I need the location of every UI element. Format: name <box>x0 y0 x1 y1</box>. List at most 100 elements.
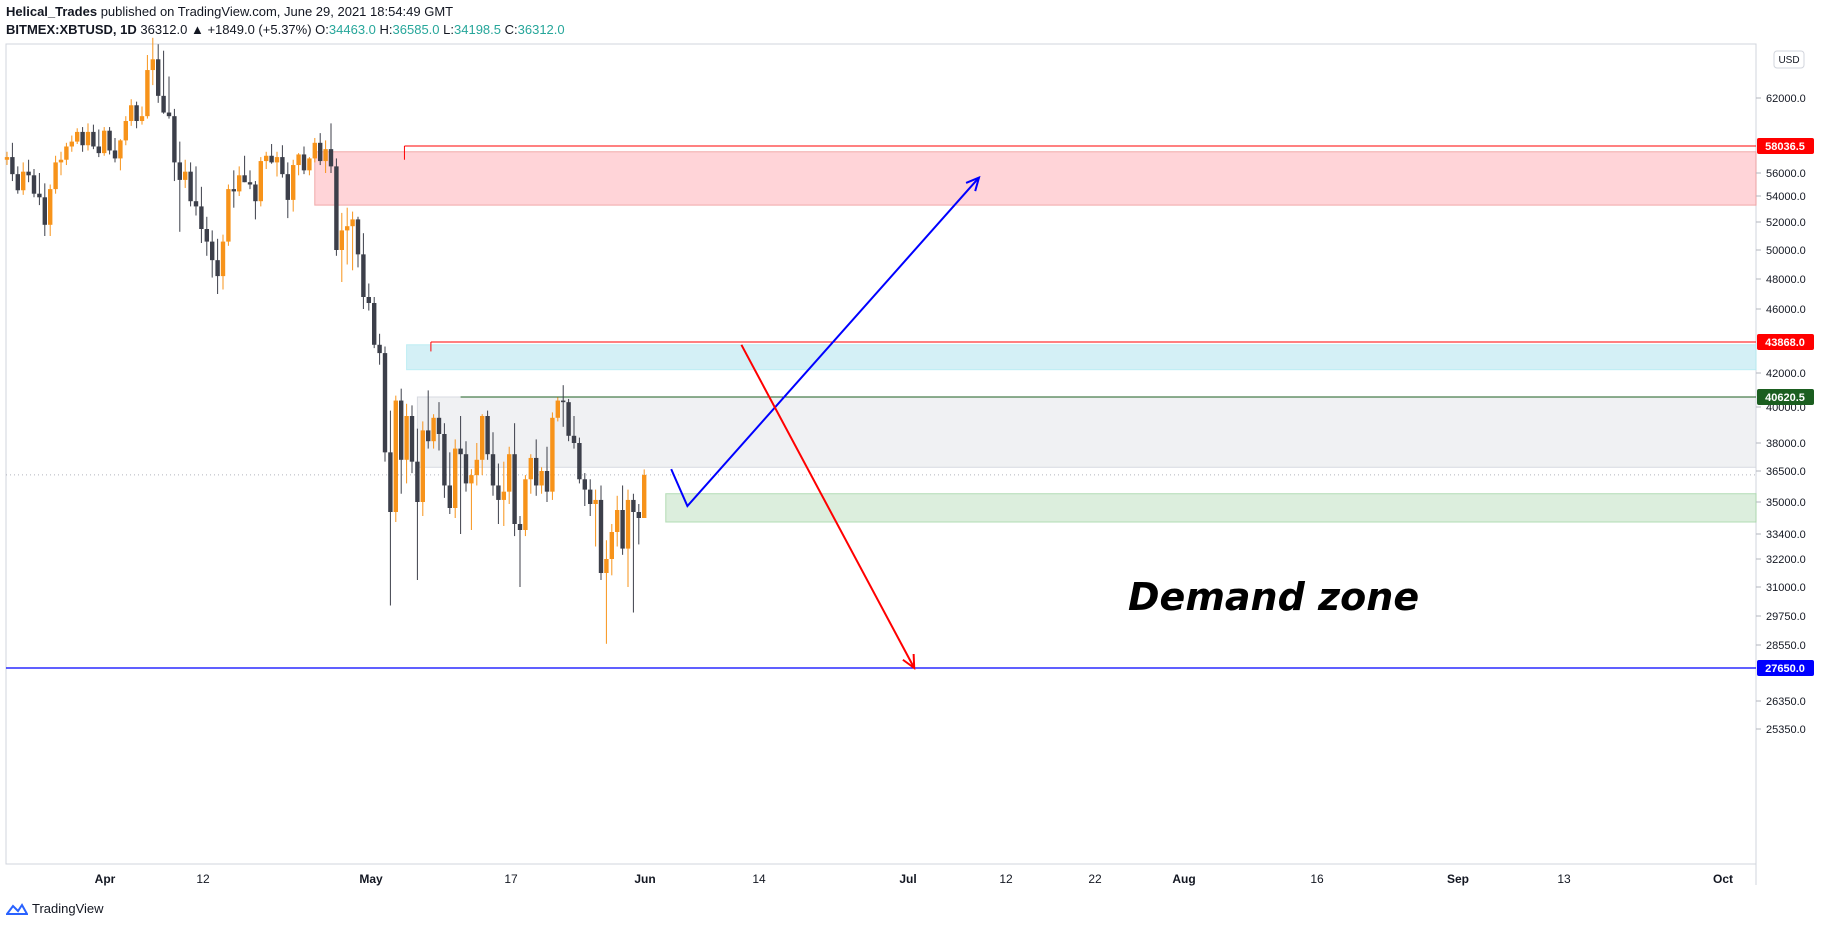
candle-body <box>593 499 598 504</box>
candle-body <box>264 155 269 162</box>
candle-body <box>631 499 636 512</box>
candle-body <box>620 510 625 549</box>
price-badge-bg <box>1757 389 1814 405</box>
publish-date: published on TradingView.com, June 29, 2… <box>100 4 454 19</box>
y-tick-label: 46000.0 <box>1766 304 1806 316</box>
candle-body <box>48 189 53 225</box>
candles-layer <box>4 37 647 644</box>
author-name[interactable]: Helical_Trades <box>6 4 98 19</box>
candle-body <box>237 175 242 192</box>
candle-body <box>215 260 220 277</box>
y-tick-label: 54000.0 <box>1766 191 1806 203</box>
candle-body <box>102 130 107 154</box>
candle-body <box>96 146 101 154</box>
price-axis[interactable]: 62000.0 56000.0 54000.0 52000.0 50000.0 48000… <box>1756 93 1806 736</box>
candle-body <box>442 434 447 486</box>
candle-body <box>534 457 539 486</box>
candle-body <box>26 171 31 176</box>
candle-body <box>588 489 593 504</box>
tradingview-logo-icon <box>6 902 28 915</box>
candle-body <box>258 161 263 202</box>
x-tick-label: Aug <box>1172 872 1195 886</box>
price-change: ▲ +1849.0 (+5.37%) <box>190 22 312 37</box>
symbol-label[interactable]: BITMEX:XBTUSD, 1D <box>6 22 137 37</box>
x-tick-label: Apr <box>95 872 116 886</box>
level-lines-layer <box>6 145 1756 669</box>
candle-body <box>517 524 523 530</box>
y-tick-label: 50000.0 <box>1766 245 1806 257</box>
close-value: 36312.0 <box>517 22 565 37</box>
candle-body <box>285 174 290 200</box>
candle-body <box>231 189 236 192</box>
candle-body <box>366 297 371 303</box>
candle-body <box>204 229 209 242</box>
footer-branding[interactable]: TradingView <box>6 901 104 916</box>
price-badge-label: 58036.5 <box>1765 141 1805 153</box>
x-tick-label: 13 <box>1557 872 1571 886</box>
candle-body <box>642 474 647 518</box>
footer-brand-text: TradingView <box>32 901 104 916</box>
candle-body <box>571 435 577 443</box>
candle-body <box>577 443 582 480</box>
candle-body <box>85 131 91 146</box>
candle-body <box>64 146 69 160</box>
price-badge-label: 43868.0 <box>1765 337 1805 349</box>
currency-badge-text: USD <box>1778 55 1799 66</box>
candle-body <box>490 454 496 486</box>
blue-projection-arrow <box>670 176 980 508</box>
candle-body <box>512 454 517 524</box>
projection-layer <box>670 175 981 671</box>
candle-body <box>480 416 485 460</box>
y-tick-label: 29750.0 <box>1766 611 1806 623</box>
candle-body <box>323 149 328 162</box>
candle-body <box>177 162 182 180</box>
y-tick-label: 33400.0 <box>1766 529 1806 541</box>
candle-body <box>280 157 285 175</box>
candle-body <box>415 461 420 502</box>
candle-body <box>312 142 317 159</box>
price-badges: 58036.5 43868.0 40620.5 27650.0 <box>1757 138 1814 676</box>
candle-body <box>183 171 188 180</box>
candle-body <box>604 559 609 573</box>
candle-body <box>188 171 193 202</box>
candle-body <box>469 475 474 484</box>
candle-body <box>226 189 231 242</box>
candle-body <box>485 416 490 455</box>
x-tick-label: 17 <box>504 872 518 886</box>
candle-body <box>156 59 161 96</box>
candle-body <box>561 400 566 403</box>
candle-body <box>350 219 355 227</box>
candle-body <box>242 175 247 183</box>
candle-body <box>193 201 199 207</box>
y-tick-label: 32200.0 <box>1766 554 1806 566</box>
candle-body <box>426 430 431 442</box>
y-tick-label: 62000.0 <box>1766 93 1806 105</box>
x-tick-label: Jun <box>634 872 655 886</box>
y-tick-label: 48000.0 <box>1766 274 1806 286</box>
candle-body <box>555 400 560 418</box>
candle-body <box>566 402 571 436</box>
x-tick-label: 12 <box>999 872 1013 886</box>
candle-body <box>496 485 501 500</box>
candle-body <box>123 121 128 141</box>
candle-body <box>328 149 334 167</box>
y-tick-label: 25350.0 <box>1766 724 1806 736</box>
x-tick-label: May <box>359 872 383 886</box>
last-price: 36312.0 <box>140 22 188 37</box>
currency-badge[interactable]: USD <box>1773 50 1805 69</box>
y-tick-label: 36500.0 <box>1766 466 1806 478</box>
price-badge-label: 40620.5 <box>1765 392 1805 404</box>
candle-body <box>436 417 442 434</box>
close-label: C: <box>504 22 518 37</box>
candle-body <box>150 59 155 71</box>
price-badge-bg <box>1757 138 1814 154</box>
candle-body <box>372 303 377 345</box>
y-tick-label: 42000.0 <box>1766 368 1806 380</box>
candle-body <box>107 130 112 151</box>
time-axis[interactable]: Apr 12 May 17 Jun 14 Jul 12 22 Aug 16 Sep 13 Oct <box>95 872 1733 886</box>
candle-body <box>37 193 42 198</box>
candle-body <box>382 353 388 453</box>
candle-body <box>112 150 118 159</box>
candle-body <box>334 166 339 250</box>
